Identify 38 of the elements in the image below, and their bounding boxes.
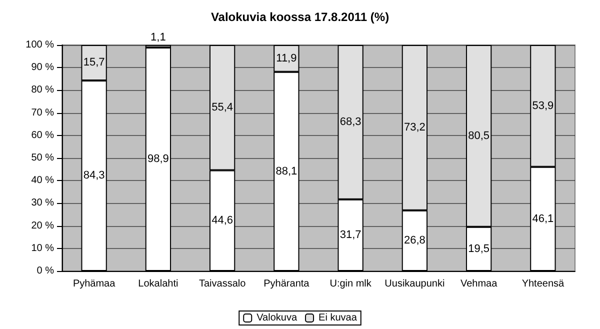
data-label: 80,5 xyxy=(468,130,490,142)
x-tick-label: Vehmaa xyxy=(460,278,498,290)
data-label: 46,1 xyxy=(532,212,554,225)
data-label: 44,6 xyxy=(212,214,234,227)
y-tick-label: 10 % xyxy=(31,242,54,254)
data-label: 98,9 xyxy=(147,153,169,166)
x-tick-label: Yhteensä xyxy=(522,278,564,290)
x-tick-label: Lokalahti xyxy=(138,278,178,290)
chart-title: Valokuvia koossa 17.8.2011 (%) xyxy=(210,10,390,24)
y-tick-label: 0 % xyxy=(36,266,54,276)
data-label: 1,1 xyxy=(150,32,166,44)
data-label: 68,3 xyxy=(340,116,362,128)
y-tick-label: 30 % xyxy=(31,198,54,209)
x-tick-label: Pyhäranta xyxy=(264,278,310,290)
data-label: 53,9 xyxy=(532,100,554,112)
data-label: 55,4 xyxy=(212,102,234,114)
data-label: 88,1 xyxy=(276,165,298,178)
data-label: 84,3 xyxy=(83,170,105,182)
data-label: 31,7 xyxy=(340,229,362,242)
y-tick-label: 70 % xyxy=(31,107,54,118)
x-tick-label: Taivassalo xyxy=(198,278,246,290)
data-label: 15,7 xyxy=(83,56,105,69)
legend-label: Ei kuvaa xyxy=(318,312,358,324)
y-tick-label: 40 % xyxy=(31,175,54,186)
data-label: 73,2 xyxy=(404,122,426,134)
y-tick-label: 60 % xyxy=(31,130,54,141)
y-tick-label: 50 % xyxy=(31,152,54,164)
x-tick-label: Pyhämaa xyxy=(72,278,116,290)
y-tick-label: 100 % xyxy=(26,40,54,50)
legend-label: Valokuva xyxy=(256,312,298,324)
data-label: 19,5 xyxy=(468,242,490,255)
y-tick-label: 90 % xyxy=(31,62,54,74)
data-label: 11,9 xyxy=(276,52,297,64)
data-label: 26,8 xyxy=(404,234,426,247)
y-tick-label: 80 % xyxy=(31,84,54,96)
x-tick-label: U:gin mlk xyxy=(330,278,372,290)
x-tick-label: Uusikaupunki xyxy=(384,278,445,290)
y-tick-label: 20 % xyxy=(31,220,54,232)
